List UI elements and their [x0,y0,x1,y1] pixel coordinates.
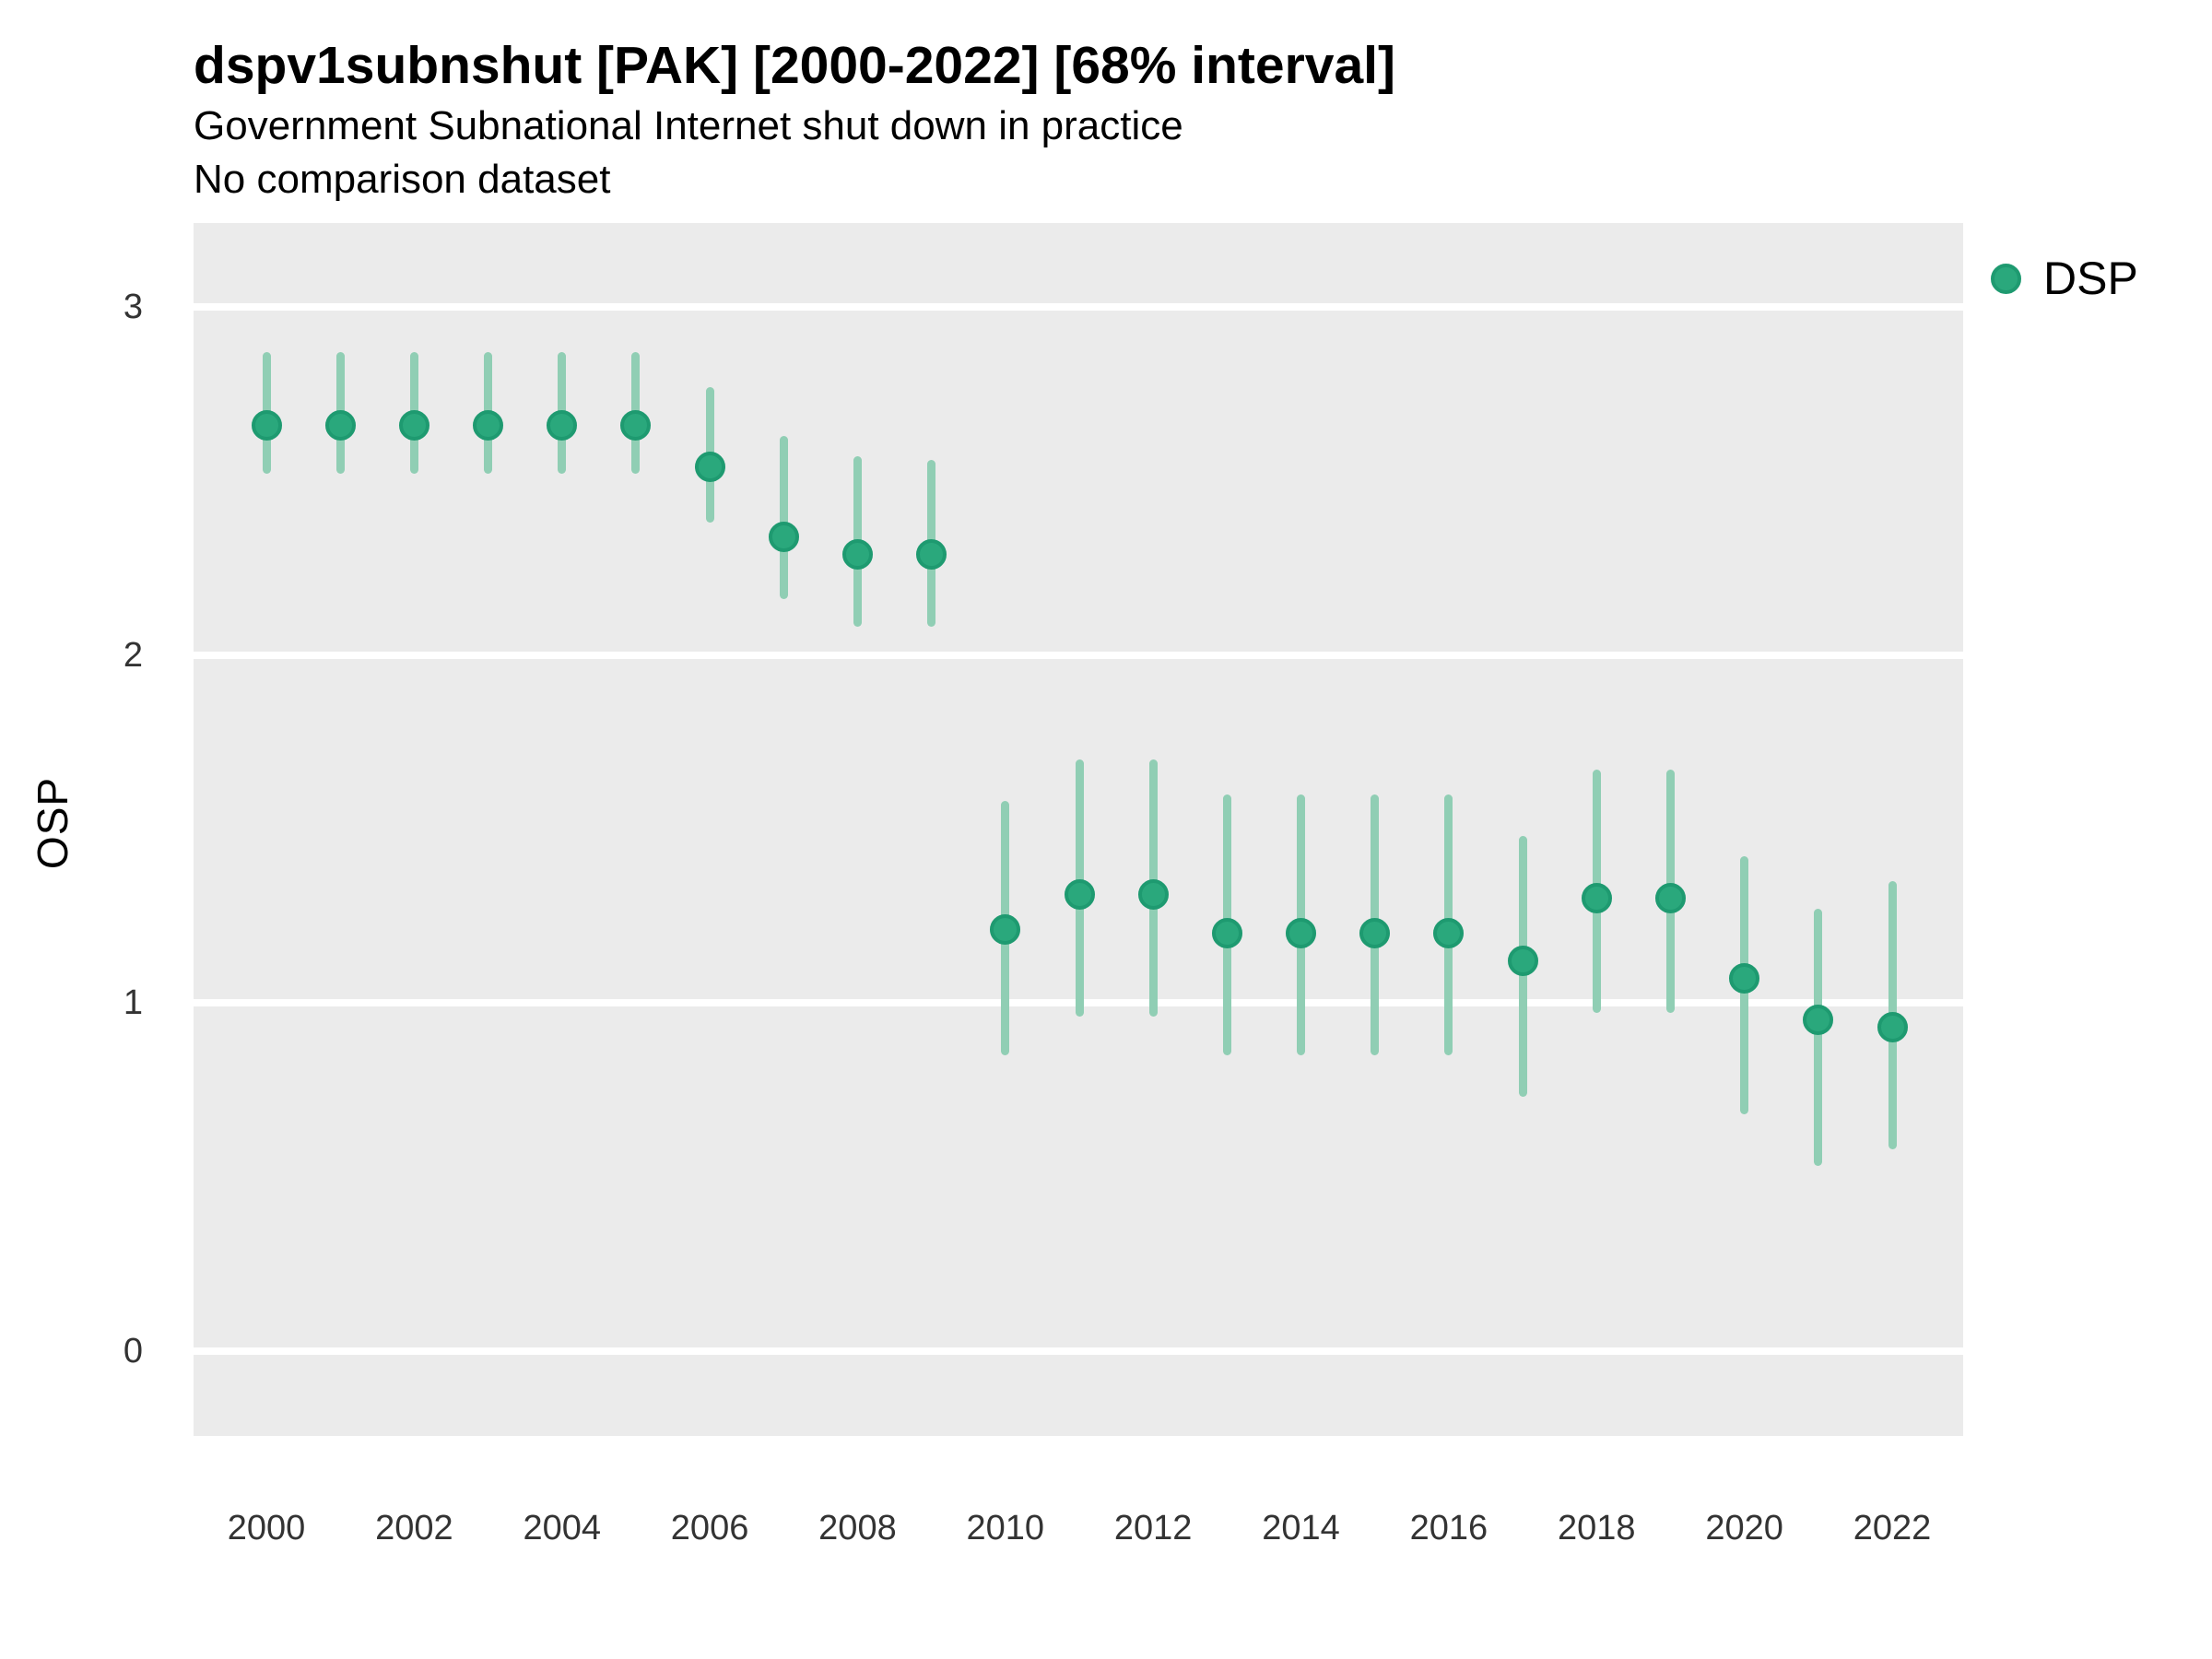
legend-label-dsp: DSP [2043,253,2138,304]
data-point-2006[interactable] [694,452,725,483]
data-point-2016[interactable] [1433,918,1465,948]
interval-bar-2021 [1814,909,1823,1167]
chart-subtitle: Government Subnational Internet shut dow… [194,103,1183,148]
gridline-y-0 [194,1347,1963,1355]
data-point-2010[interactable] [990,914,1021,946]
chart-title: dspv1subnshut [PAK] [2000-2022] [68% int… [194,36,1395,95]
data-point-2014[interactable] [1286,918,1317,948]
data-point-2005[interactable] [620,409,652,441]
data-point-2011[interactable] [1064,879,1095,911]
plot-panel [194,223,1963,1436]
x-tick-label-2014: 2014 [1262,1509,1340,1547]
data-point-2004[interactable] [547,409,578,441]
data-point-2017[interactable] [1507,946,1538,977]
data-point-2021[interactable] [1803,1005,1834,1036]
x-tick-label-2006: 2006 [670,1509,749,1547]
interval-bar-2007 [779,435,788,600]
data-point-2019[interactable] [1654,883,1686,914]
y-tick-label-1: 1 [123,983,143,1022]
data-point-2020[interactable] [1729,963,1760,994]
legend-dot-dsp [1991,263,2021,294]
data-point-2003[interactable] [473,409,504,441]
x-tick-label-2020: 2020 [1705,1509,1783,1547]
data-point-2012[interactable] [1137,879,1169,911]
x-tick-label-2016: 2016 [1409,1509,1488,1547]
data-point-2018[interactable] [1581,883,1612,914]
x-tick-label-2018: 2018 [1557,1509,1636,1547]
data-point-2013[interactable] [1211,918,1242,948]
data-point-2022[interactable] [1877,1011,1908,1042]
data-point-2008[interactable] [841,538,873,570]
y-tick-label-3: 3 [123,288,143,326]
y-tick-label-2: 2 [123,635,143,675]
x-tick-label-2010: 2010 [966,1509,1045,1547]
chart-note: No comparison dataset [194,157,611,202]
gridline-y-3 [194,303,1963,311]
x-tick-label-2000: 2000 [227,1509,306,1547]
data-point-2001[interactable] [324,409,356,441]
data-point-2002[interactable] [398,409,429,441]
y-axis-title: OSP [29,776,76,870]
legend[interactable]: DSP [1991,253,2138,304]
x-tick-label-2008: 2008 [818,1509,897,1547]
x-tick-label-2004: 2004 [523,1509,601,1547]
data-point-2009[interactable] [916,538,947,570]
data-point-2000[interactable] [251,409,282,441]
x-tick-label-2002: 2002 [375,1509,453,1547]
gridline-y-2 [194,651,1963,659]
data-point-2007[interactable] [768,521,799,552]
x-tick-label-2022: 2022 [1853,1509,1932,1547]
y-tick-label-0: 0 [123,1331,143,1371]
x-tick-label-2012: 2012 [1113,1509,1193,1547]
data-point-2015[interactable] [1359,918,1391,948]
